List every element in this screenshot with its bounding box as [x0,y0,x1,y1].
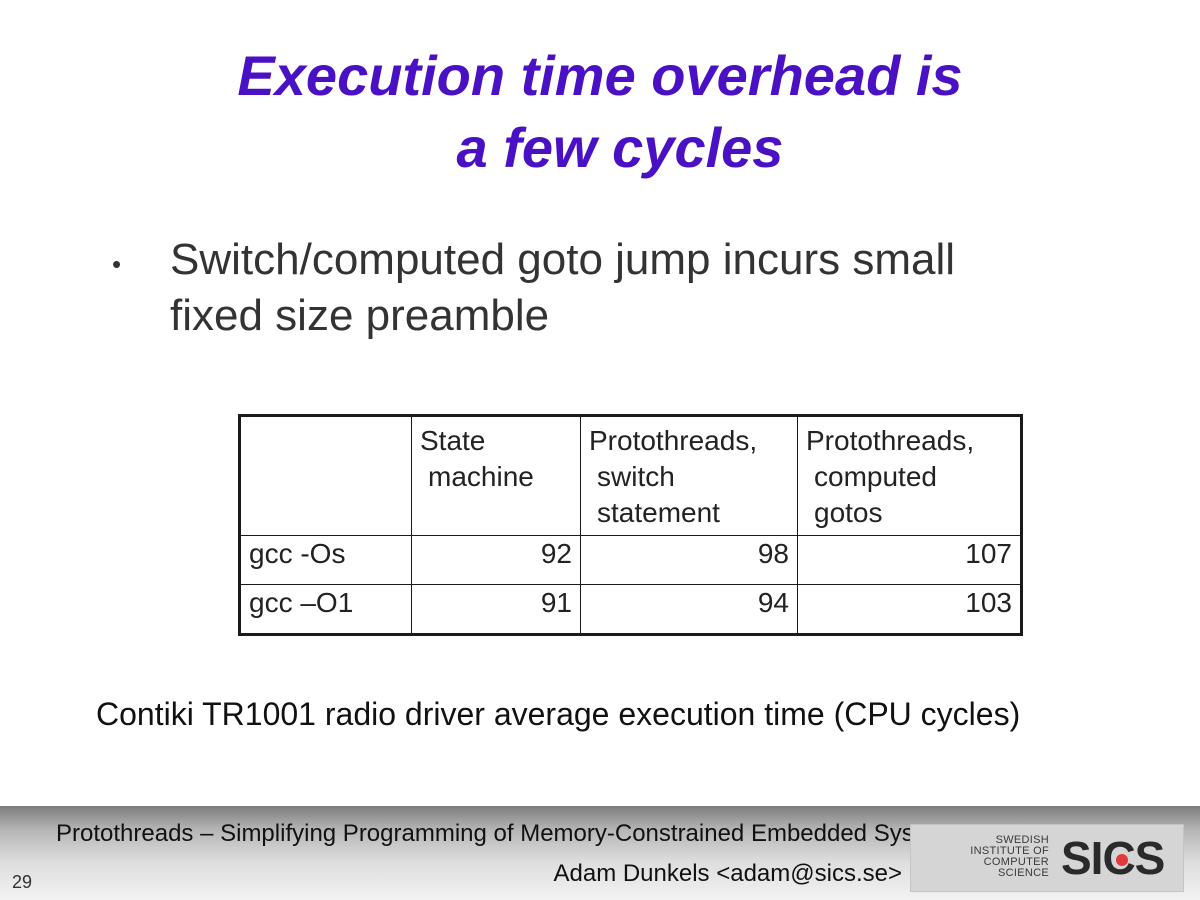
bullet-text: Switch/computed goto jump incurs small f… [170,232,1070,344]
row-label: gcc -Os [239,535,412,585]
logo-mark: SICS [1061,832,1165,884]
table-row: gcc -Os 92 98 107 [239,535,1022,585]
header-text: statement [597,497,720,528]
table-header-cell-pt-switch: Protothreads, switch statement [580,415,798,536]
bullet-text-line-2: fixed size preamble [170,291,550,340]
logo-text: SWEDISH INSTITUTE OF COMPUTER SCIENCE [927,835,1049,879]
logo-dot-icon [1116,854,1128,866]
table-row: gcc –O1 91 94 103 [239,584,1022,635]
logo-text-line: COMPUTER [983,856,1049,868]
header-text: gotos [814,497,883,528]
header-text: State [420,425,486,456]
table-header-cell-state-machine: State machine [411,415,581,536]
header-text: switch [597,461,675,492]
table-cell: 94 [580,584,798,635]
slide-number: 29 [12,872,33,892]
footer-author: Adam Dunkels <adam@sics.se> [553,860,902,887]
footer-presentation-title: Protothreads – Simplifying Programming o… [56,820,966,847]
slide-title: Execution time overhead is a few cycles [0,40,1200,184]
header-text: Protothreads, [589,425,758,456]
row-label: gcc –O1 [239,584,412,635]
table-header-row: State machine Protothreads, switch state… [239,415,1022,536]
table-header-cell-pt-computed-gotos: Protothreads, computed gotos [797,415,1022,536]
slide-title-line-2: a few cycles [456,116,784,179]
table-caption: Contiki TR1001 radio driver average exec… [96,696,1021,732]
slide-footer: Protothreads – Simplifying Programming o… [0,806,1200,900]
table-cell: 92 [411,535,581,585]
bullet-icon: • [112,249,122,279]
logo-text-line: SCIENCE [998,867,1049,879]
bullet-text-line-1: Switch/computed goto jump incurs small [170,235,955,284]
table-cell: 103 [797,584,1022,635]
sics-logo: SWEDISH INSTITUTE OF COMPUTER SCIENCE SI… [910,824,1184,892]
header-text: computed [814,461,937,492]
logo-text-line: INSTITUTE OF [970,845,1049,857]
header-text: machine [428,461,534,492]
logo-text-line: SWEDISH [995,834,1049,846]
table-cell: 91 [411,584,581,635]
results-table: State machine Protothreads, switch state… [238,414,1023,636]
slide-title-line-1: Execution time overhead is [237,44,963,107]
table-cell: 98 [580,535,798,585]
table-header-cell-empty [239,415,412,536]
header-text: Protothreads, [806,425,975,456]
table-cell: 107 [797,535,1022,585]
